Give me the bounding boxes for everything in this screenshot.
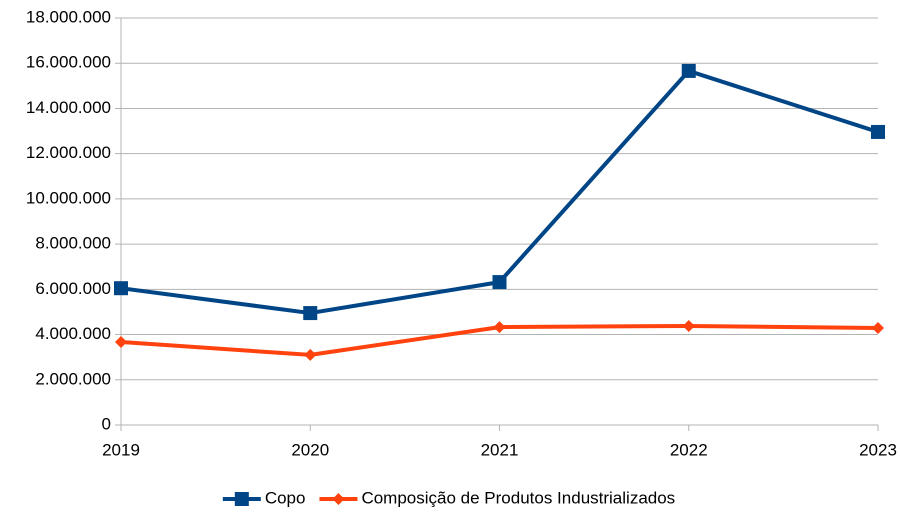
x-tick-label: 2019	[102, 440, 140, 459]
marker	[871, 124, 885, 139]
y-tick-label: 2.000.000	[35, 369, 111, 388]
y-tick-label: 8.000.000	[35, 234, 111, 253]
y-tick-label: 14.000.000	[26, 98, 111, 117]
marker	[682, 319, 695, 332]
y-tick-label: 0	[102, 414, 111, 433]
x-tick-label: 2022	[670, 440, 708, 459]
marker	[681, 63, 696, 78]
marker	[872, 321, 884, 334]
y-tick-label: 10.000.000	[26, 188, 111, 207]
x-tick-label: 2020	[291, 440, 329, 459]
marker	[303, 306, 318, 321]
y-tick-label: 12.000.000	[26, 143, 111, 162]
marker	[234, 492, 249, 506]
legend-label: Composição de Produtos Industrializados	[361, 488, 675, 507]
marker	[332, 493, 345, 505]
x-tick-label: 2021	[481, 440, 519, 459]
x-tick-label: 2023	[859, 440, 897, 459]
y-tick-label: 16.000.000	[26, 53, 111, 72]
y-tick-label: 6.000.000	[35, 279, 111, 298]
marker	[304, 348, 317, 361]
marker	[493, 321, 506, 334]
marker	[114, 281, 128, 296]
y-tick-label: 4.000.000	[35, 324, 111, 343]
y-tick-label: 18.000.000	[26, 7, 111, 26]
legend-label: Copo	[265, 488, 306, 507]
marker	[115, 336, 127, 349]
marker	[492, 275, 507, 290]
